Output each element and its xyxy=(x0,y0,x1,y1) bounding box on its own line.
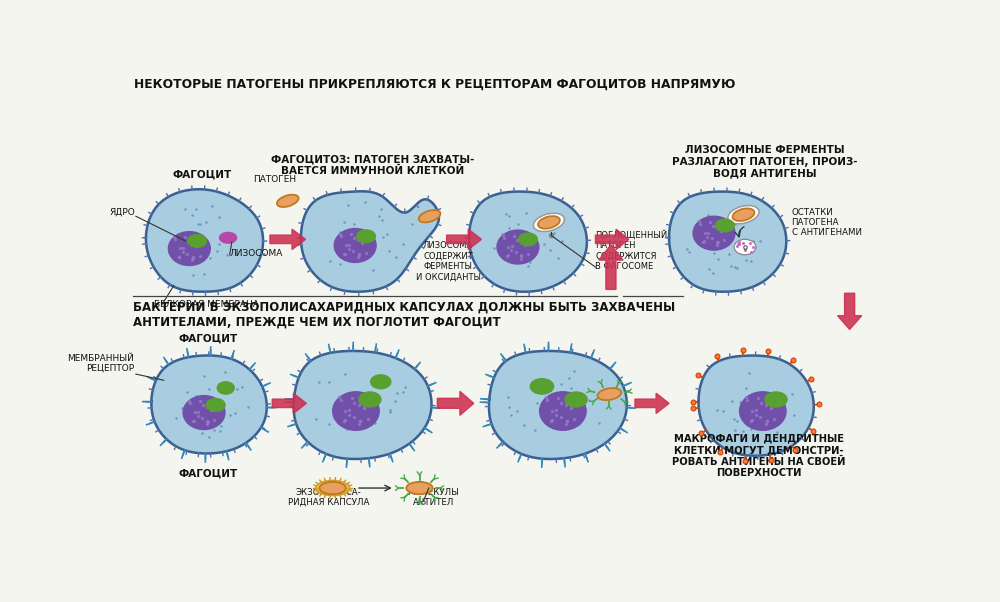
Text: ФАГОЦИТ: ФАГОЦИТ xyxy=(178,334,238,344)
Text: БЕЛКОВАЯ МЕМБРАНА: БЕЛКОВАЯ МЕМБРАНА xyxy=(154,300,259,309)
Ellipse shape xyxy=(359,392,381,407)
Polygon shape xyxy=(599,245,623,290)
Polygon shape xyxy=(294,351,432,459)
Ellipse shape xyxy=(533,213,564,232)
Ellipse shape xyxy=(333,392,379,430)
Ellipse shape xyxy=(732,208,754,221)
Polygon shape xyxy=(699,356,814,456)
Ellipse shape xyxy=(765,392,787,407)
Text: ФАГОЦИТ: ФАГОЦИТ xyxy=(173,170,232,180)
Text: МОЛЕКУЛЫ
АНТИТЕЛ: МОЛЕКУЛЫ АНТИТЕЛ xyxy=(408,488,459,507)
Ellipse shape xyxy=(728,205,759,224)
Ellipse shape xyxy=(740,392,786,430)
Polygon shape xyxy=(301,191,439,292)
Ellipse shape xyxy=(168,232,210,265)
Polygon shape xyxy=(489,351,627,459)
Polygon shape xyxy=(151,355,267,453)
Text: ЛИЗОСОМА
СОДЕРЖИТ
ФЕРМЕНТЫ
И ОКСИДАНТЫ: ЛИЗОСОМА СОДЕРЖИТ ФЕРМЕНТЫ И ОКСИДАНТЫ xyxy=(416,241,481,281)
Ellipse shape xyxy=(734,240,756,255)
Ellipse shape xyxy=(419,210,440,222)
Ellipse shape xyxy=(530,379,554,394)
Ellipse shape xyxy=(334,229,376,262)
Ellipse shape xyxy=(357,230,375,243)
Ellipse shape xyxy=(316,480,350,495)
Ellipse shape xyxy=(538,216,560,229)
Text: ЛИЗОСОМА: ЛИЗОСОМА xyxy=(230,249,283,258)
Text: БАКТЕРИИ В ЭКЗОПОЛИСАХАРИДНЫХ КАПСУЛАХ ДОЛЖНЫ БЫТЬ ЗАХВАЧЕНЫ
АНТИТЕЛАМИ, ПРЕЖДЕ : БАКТЕРИИ В ЭКЗОПОЛИСАХАРИДНЫХ КАПСУЛАХ Д… xyxy=(133,300,675,328)
Ellipse shape xyxy=(206,399,225,411)
Text: ЯДРО: ЯДРО xyxy=(109,208,135,217)
Ellipse shape xyxy=(217,382,234,394)
Ellipse shape xyxy=(220,232,237,243)
Text: ОСТАТКИ
ПАТОГЕНА
С АНТИГЕНАМИ: ОСТАТКИ ПАТОГЕНА С АНТИГЕНАМИ xyxy=(792,208,862,237)
Polygon shape xyxy=(669,191,786,292)
Text: ФАГОЦИТОЗ: ПАТОГЕН ЗАХВАТЫ-
ВАЕТСЯ ИММУННОЙ КЛЕТКОЙ: ФАГОЦИТОЗ: ПАТОГЕН ЗАХВАТЫ- ВАЕТСЯ ИММУН… xyxy=(271,154,475,176)
Ellipse shape xyxy=(519,233,537,246)
Ellipse shape xyxy=(715,219,734,232)
Text: ЭКЗОПОЛИСА-
РИДНАЯ КАПСУЛА: ЭКЗОПОЛИСА- РИДНАЯ КАПСУЛА xyxy=(288,488,370,507)
Text: НЕКОТОРЫЕ ПАТОГЕНЫ ПРИКРЕПЛЯЮТСЯ К РЕЦЕПТОРАМ ФАГОЦИТОВ НАПРЯМУЮ: НЕКОТОРЫЕ ПАТОГЕНЫ ПРИКРЕПЛЯЮТСЯ К РЕЦЕП… xyxy=(134,78,736,91)
Polygon shape xyxy=(146,189,263,292)
Ellipse shape xyxy=(540,392,586,430)
Text: ПОГЛОЩЕННЫЙ
ПАТОГЕН
СОДЕРЖИТСЯ
В ФАГОСОМЕ: ПОГЛОЩЕННЫЙ ПАТОГЕН СОДЕРЖИТСЯ В ФАГОСОМ… xyxy=(595,229,668,270)
Ellipse shape xyxy=(598,388,621,400)
Ellipse shape xyxy=(406,482,433,494)
Polygon shape xyxy=(635,393,669,414)
Text: ФАГОЦИТ: ФАГОЦИТ xyxy=(178,468,238,479)
Ellipse shape xyxy=(565,392,587,407)
Polygon shape xyxy=(270,229,306,249)
Ellipse shape xyxy=(183,396,225,429)
Ellipse shape xyxy=(277,194,299,207)
Ellipse shape xyxy=(320,482,346,494)
Polygon shape xyxy=(447,229,482,249)
Polygon shape xyxy=(272,393,306,414)
Polygon shape xyxy=(595,229,629,249)
Ellipse shape xyxy=(693,216,735,250)
Text: ЛИЗОСОМНЫЕ ФЕРМЕНТЫ
РАЗЛАГАЮТ ПАТОГЕН, ПРОИЗ-
ВОДЯ АНТИГЕНЫ: ЛИЗОСОМНЫЕ ФЕРМЕНТЫ РАЗЛАГАЮТ ПАТОГЕН, П… xyxy=(672,145,857,178)
Ellipse shape xyxy=(188,235,206,247)
Ellipse shape xyxy=(497,230,539,264)
Text: МАКРОФАГИ И ДЕНДРИТНЫЕ
КЛЕТКИ МОГУТ ДЕМОНСТРИ-
РОВАТЬ АНТИГЕНЫ НА СВОЕЙ
ПОВЕРХНО: МАКРОФАГИ И ДЕНДРИТНЫЕ КЛЕТКИ МОГУТ ДЕМО… xyxy=(672,433,846,479)
Polygon shape xyxy=(437,391,474,415)
Ellipse shape xyxy=(371,375,391,389)
Text: МЕМБРАННЫЙ
РЕЦЕПТОР: МЕМБРАННЫЙ РЕЦЕПТОР xyxy=(67,353,134,373)
Text: ПАТОГЕН: ПАТОГЕН xyxy=(253,175,296,184)
Polygon shape xyxy=(469,191,587,292)
Polygon shape xyxy=(838,293,862,329)
